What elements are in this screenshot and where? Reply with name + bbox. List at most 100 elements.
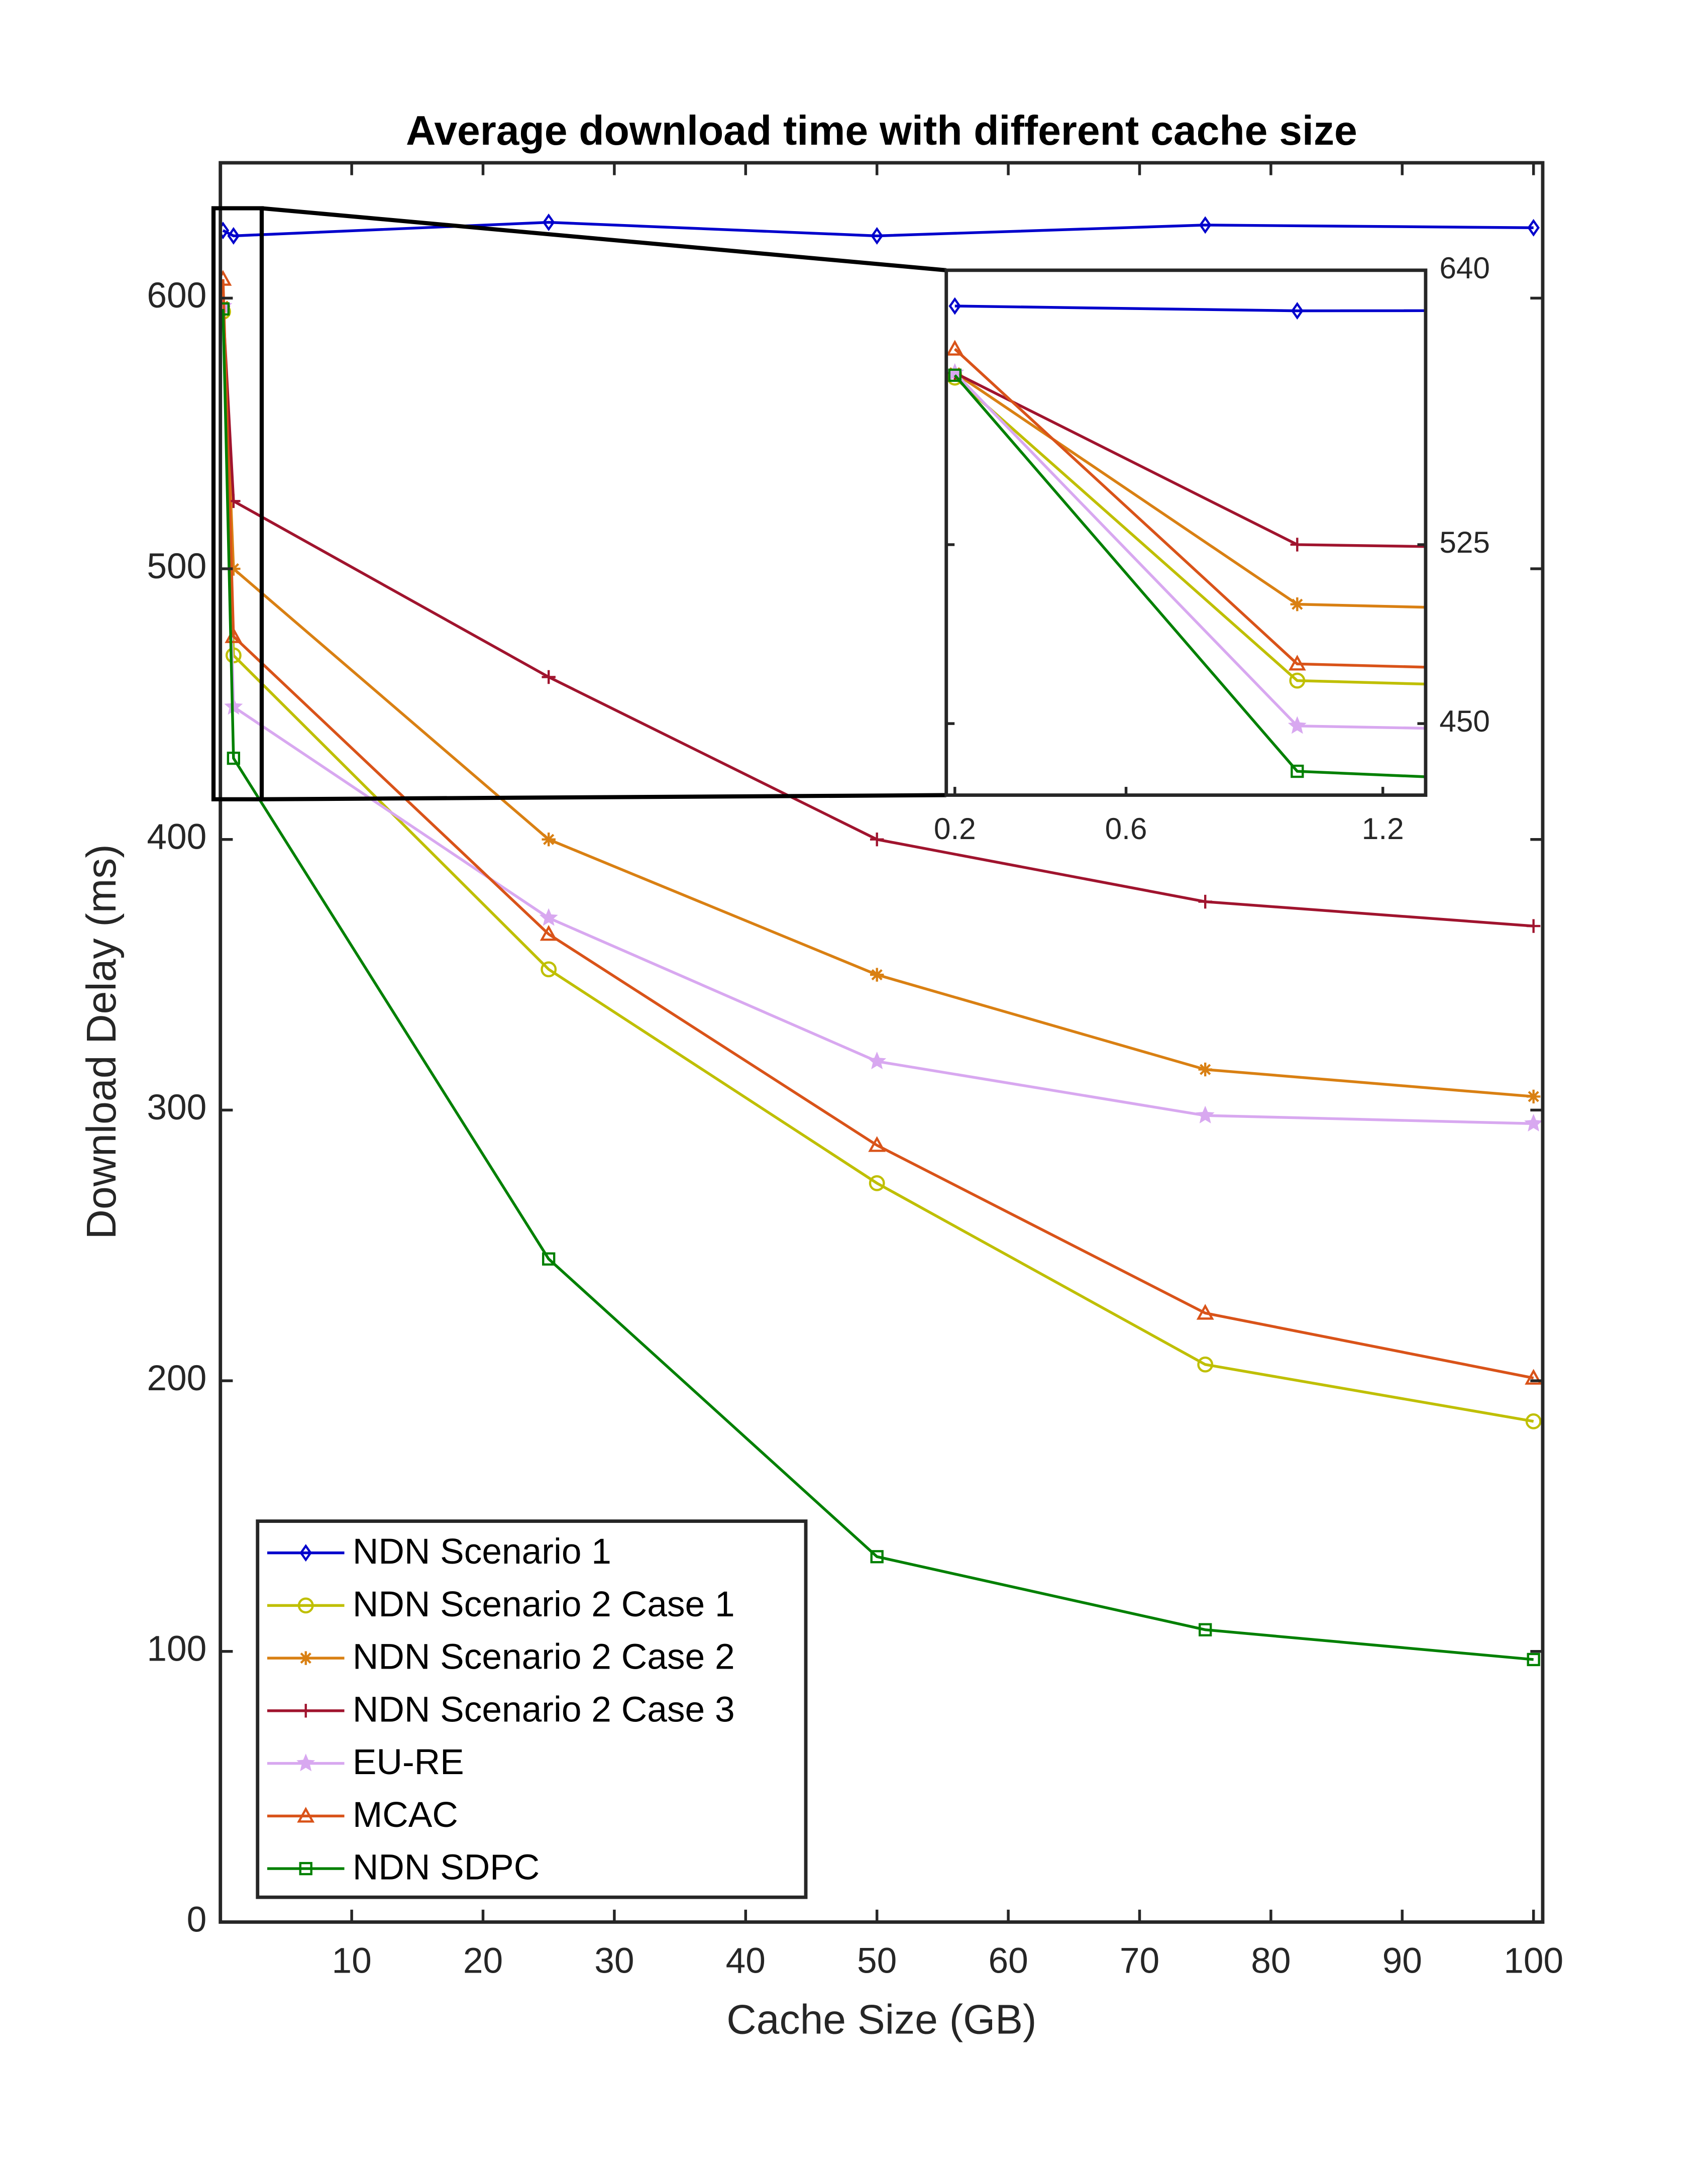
x-tick-label: 60 — [988, 1941, 1028, 1981]
legend-marker — [297, 1807, 315, 1823]
inset-series-line — [953, 372, 1426, 730]
legend-label: NDN SDPC — [353, 1847, 540, 1888]
marker — [869, 1175, 885, 1191]
zoom-indicator — [211, 206, 947, 801]
marker — [1198, 1062, 1212, 1077]
inset-series-line — [954, 371, 1426, 548]
marker — [542, 1252, 556, 1266]
legend-label: NDN Scenario 1 — [353, 1531, 611, 1572]
zoom-connector — [261, 206, 947, 272]
marker — [870, 833, 884, 847]
marker — [540, 925, 558, 941]
y-tick-label: 300 — [147, 1087, 206, 1127]
inset-marker — [1288, 655, 1306, 671]
marker — [1524, 1113, 1543, 1132]
legend-marker — [297, 1597, 314, 1614]
plot-area — [220, 213, 1543, 1667]
legend-marker — [299, 1862, 312, 1876]
zoom-box — [211, 206, 264, 801]
legend-label: EU-RE — [353, 1742, 464, 1782]
inset-series-line — [954, 371, 1426, 609]
marker — [868, 1052, 887, 1070]
inset-series-line — [953, 348, 1426, 669]
inset-box — [944, 268, 1428, 797]
inset-background — [946, 270, 1426, 795]
zoom-connector — [261, 793, 946, 801]
marker — [539, 908, 558, 926]
marker — [1527, 219, 1540, 237]
inset-plot-area — [946, 297, 1426, 778]
inset-marker — [946, 340, 964, 356]
legend-label: NDN Scenario 2 Case 2 — [353, 1637, 735, 1677]
inset-marker — [1288, 716, 1307, 734]
inset-series-line — [954, 304, 1426, 313]
marker — [1527, 1653, 1540, 1667]
legend-box — [256, 1519, 808, 1899]
marker — [542, 213, 555, 232]
marker — [542, 670, 556, 684]
legend-marker — [299, 1544, 312, 1562]
inset-marker — [948, 368, 962, 382]
inset-x-tick-label: 0.2 — [934, 811, 976, 846]
marker — [1199, 216, 1212, 234]
marker — [227, 227, 240, 245]
y-tick-label: 400 — [147, 817, 206, 857]
y-tick-label: 200 — [147, 1358, 206, 1398]
inset-x-tick-label: 0.6 — [1105, 811, 1147, 846]
inset-y-tick-label: 450 — [1439, 704, 1490, 738]
marker — [227, 562, 241, 576]
y-axis-label: Download Delay (ms) — [79, 844, 125, 1239]
series-line — [222, 279, 1534, 1380]
y-tick-label: 500 — [147, 546, 206, 586]
series-line — [222, 308, 1534, 1661]
chart-title: Average download time with different cac… — [406, 108, 1357, 154]
x-tick-label: 20 — [463, 1941, 503, 1981]
marker — [1196, 1105, 1215, 1123]
x-tick-label: 90 — [1382, 1941, 1422, 1981]
marker — [1526, 1089, 1541, 1104]
legend-marker — [296, 1754, 315, 1772]
x-tick-label: 50 — [857, 1941, 897, 1981]
marker — [220, 222, 230, 240]
marker — [1526, 919, 1541, 933]
marker — [870, 1550, 884, 1564]
marker — [542, 833, 556, 847]
marker — [1196, 1304, 1214, 1320]
x-tick-label: 10 — [332, 1941, 371, 1981]
y-tick-label: 100 — [147, 1629, 206, 1669]
marker — [868, 1136, 886, 1152]
x-axis-label: Cache Size (GB) — [726, 1997, 1036, 2042]
series-line — [222, 306, 1534, 928]
inset-y-tick-label: 640 — [1439, 251, 1490, 285]
series-line — [222, 221, 1534, 238]
y-tick-label: 600 — [147, 275, 206, 316]
legend-marker — [299, 1651, 313, 1665]
inset-marker — [1289, 672, 1306, 689]
inset-marker — [1291, 764, 1304, 778]
x-tick-label: 80 — [1251, 1941, 1291, 1981]
axes-box — [219, 161, 1545, 1924]
marker — [1199, 1623, 1212, 1636]
marker — [1525, 1369, 1543, 1385]
marker — [227, 751, 241, 765]
marker — [871, 227, 883, 245]
legend-marker — [299, 1704, 313, 1718]
inset-series-line — [953, 374, 1426, 778]
marker — [1198, 894, 1212, 909]
marker — [220, 302, 230, 316]
inset-marker — [1290, 538, 1305, 552]
marker — [220, 303, 231, 320]
inset-marker — [1291, 302, 1304, 320]
legend: NDN Scenario 1 NDN Scenario 2 Case 1 NDN S… — [256, 1519, 808, 1899]
inset-y-tick-label: 525 — [1439, 525, 1490, 559]
marker — [1197, 1356, 1214, 1373]
legend-label: NDN Scenario 2 Case 3 — [353, 1689, 735, 1729]
marker — [870, 968, 884, 982]
x-tick-label: 100 — [1504, 1941, 1563, 1981]
inset-x-tick-label: 1.2 — [1362, 811, 1404, 846]
y-tick-label: 0 — [187, 1899, 207, 1939]
inset-marker — [1290, 597, 1305, 611]
inset-marker — [948, 297, 962, 315]
